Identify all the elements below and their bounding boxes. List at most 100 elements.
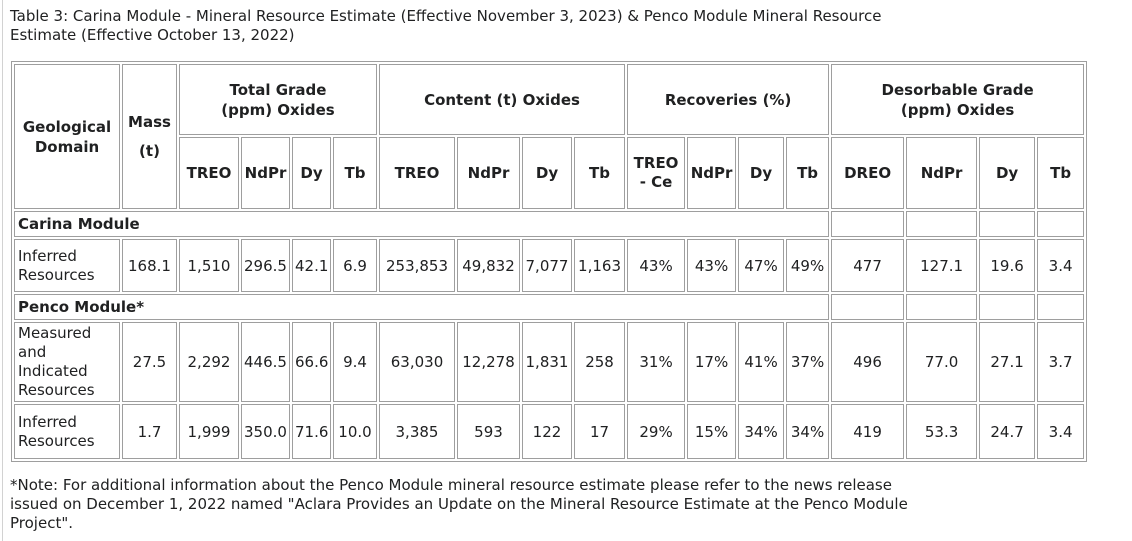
header-row-groups: Geological Domain Mass (t) Total Grade (…	[14, 64, 1085, 209]
empty-cell	[979, 294, 1036, 320]
data-cell-desorb-tb: 3.7	[1037, 322, 1085, 402]
group-header-recoveries: Recoveries (%)	[627, 64, 830, 135]
data-cell-grade-tb: 9.4	[333, 322, 377, 402]
col-header-recovery-tb: Tb	[786, 137, 830, 209]
empty-cell	[831, 294, 905, 320]
data-cell-desorb-tb: 3.4	[1037, 404, 1085, 459]
data-cell-mass: 1.7	[122, 404, 177, 459]
data-cell-content-tb: 1,163	[574, 239, 626, 292]
data-cell-content-dy: 122	[522, 404, 572, 459]
col-header-grade-dy: Dy	[292, 137, 331, 209]
col-header-content-dy: Dy	[522, 137, 572, 209]
header-row-subcolumns: TREO NdPr Dy Tb TREO NdPr Dy Tb TREO - C…	[14, 137, 1085, 209]
empty-cell	[1037, 211, 1085, 237]
data-cell-content-tb: 258	[574, 322, 626, 402]
col-header-recovery-ndpr: NdPr	[687, 137, 737, 209]
data-cell-grade-treo: 2,292	[179, 322, 239, 402]
data-cell-grade-ndpr: 296.5	[241, 239, 290, 292]
col-header-desorb-dy: Dy	[979, 137, 1036, 209]
page-edge-line	[2, 0, 3, 541]
group-header-content-label: Content (t) Oxides	[424, 90, 580, 109]
data-cell-grade-ndpr: 446.5	[241, 322, 290, 402]
col-header-grade-tb: Tb	[333, 137, 377, 209]
data-cell-content-ndpr: 593	[457, 404, 520, 459]
domain-cell: Inferred Resources	[14, 404, 120, 459]
empty-cell	[831, 211, 905, 237]
data-cell-recovery-tb: 34%	[786, 404, 830, 459]
data-cell-mass: 168.1	[122, 239, 177, 292]
data-cell-content-treo: 253,853	[379, 239, 455, 292]
mass-label-line2: (t)	[139, 142, 160, 160]
table-row-penco-inferred: Inferred Resources 1.7 1,999 350.0 71.6 …	[14, 404, 1085, 459]
col-header-content-tb: Tb	[574, 137, 626, 209]
data-cell-mass: 27.5	[122, 322, 177, 402]
data-cell-recovery-ndpr: 15%	[687, 404, 737, 459]
section-label-carina-module: Carina Module	[14, 211, 830, 237]
data-cell-content-dy: 7,077	[522, 239, 572, 292]
group-header-content: Content (t) Oxides	[379, 64, 626, 135]
section-row-penco: Penco Module*	[14, 294, 1085, 320]
data-cell-grade-dy: 42.1	[292, 239, 331, 292]
col-header-grade-treo: TREO	[179, 137, 239, 209]
data-cell-recovery-treo-ce: 31%	[627, 322, 686, 402]
data-cell-grade-dy: 71.6	[292, 404, 331, 459]
table-caption: Table 3: Carina Module - Mineral Resourc…	[10, 7, 882, 44]
col-header-dreo: DREO	[831, 137, 905, 209]
col-header-grade-ndpr: NdPr	[241, 137, 290, 209]
col-header-content-ndpr: NdPr	[457, 137, 520, 209]
group-header-total-grade: Total Grade (ppm) Oxides	[179, 64, 377, 135]
col-header-desorb-ndpr: NdPr	[906, 137, 978, 209]
group-header-recoveries-label: Recoveries (%)	[664, 90, 792, 109]
empty-cell	[1037, 294, 1085, 320]
resource-table: Geological Domain Mass (t) Total Grade (…	[11, 61, 1088, 462]
data-cell-grade-ndpr: 350.0	[241, 404, 290, 459]
table-row-penco-measured-indicated: Measured and Indicated Resources 27.5 2,…	[14, 322, 1085, 402]
data-cell-desorb-dy: 19.6	[979, 239, 1036, 292]
data-cell-dreo: 496	[831, 322, 905, 402]
data-cell-content-treo: 63,030	[379, 322, 455, 402]
data-cell-recovery-dy: 34%	[738, 404, 785, 459]
data-cell-desorb-tb: 3.4	[1037, 239, 1085, 292]
data-cell-recovery-dy: 41%	[738, 322, 785, 402]
domain-cell: Inferred Resources	[14, 239, 120, 292]
data-cell-grade-dy: 66.6	[292, 322, 331, 402]
data-cell-content-treo: 3,385	[379, 404, 455, 459]
data-cell-recovery-treo-ce: 29%	[627, 404, 686, 459]
data-cell-recovery-dy: 47%	[738, 239, 785, 292]
group-header-desorbable-grade-label: Desorbable Grade (ppm) Oxides	[881, 80, 1034, 119]
data-cell-grade-tb: 10.0	[333, 404, 377, 459]
data-cell-content-tb: 17	[574, 404, 626, 459]
mass-label-line1: Mass	[128, 113, 171, 131]
data-cell-grade-treo: 1,999	[179, 404, 239, 459]
col-header-mass: Mass (t)	[122, 64, 177, 209]
data-cell-recovery-tb: 37%	[786, 322, 830, 402]
data-cell-content-ndpr: 12,278	[457, 322, 520, 402]
data-cell-grade-tb: 6.9	[333, 239, 377, 292]
empty-cell	[906, 294, 978, 320]
footnote: *Note: For additional information about …	[10, 476, 908, 532]
data-cell-dreo: 477	[831, 239, 905, 292]
group-header-total-grade-label: Total Grade (ppm) Oxides	[221, 80, 335, 119]
data-cell-dreo: 419	[831, 404, 905, 459]
data-cell-content-ndpr: 49,832	[457, 239, 520, 292]
domain-cell: Measured and Indicated Resources	[14, 322, 120, 402]
data-cell-desorb-ndpr: 53.3	[906, 404, 978, 459]
empty-cell	[979, 211, 1036, 237]
section-label-penco-module: Penco Module*	[14, 294, 830, 320]
section-row-carina: Carina Module	[14, 211, 1085, 237]
data-cell-recovery-ndpr: 43%	[687, 239, 737, 292]
col-header-geological-domain: Geological Domain	[14, 64, 120, 209]
data-cell-recovery-tb: 49%	[786, 239, 830, 292]
group-header-desorbable-grade: Desorbable Grade (ppm) Oxides	[831, 64, 1085, 135]
data-cell-recovery-ndpr: 17%	[687, 322, 737, 402]
data-cell-recovery-treo-ce: 43%	[627, 239, 686, 292]
col-header-desorb-tb: Tb	[1037, 137, 1085, 209]
data-cell-desorb-ndpr: 127.1	[906, 239, 978, 292]
data-cell-desorb-ndpr: 77.0	[906, 322, 978, 402]
table-row-carina-inferred: Inferred Resources 168.1 1,510 296.5 42.…	[14, 239, 1085, 292]
col-header-recovery-dy: Dy	[738, 137, 785, 209]
col-header-recovery-treo-ce: TREO - Ce	[627, 137, 686, 209]
data-cell-grade-treo: 1,510	[179, 239, 239, 292]
data-cell-content-dy: 1,831	[522, 322, 572, 402]
